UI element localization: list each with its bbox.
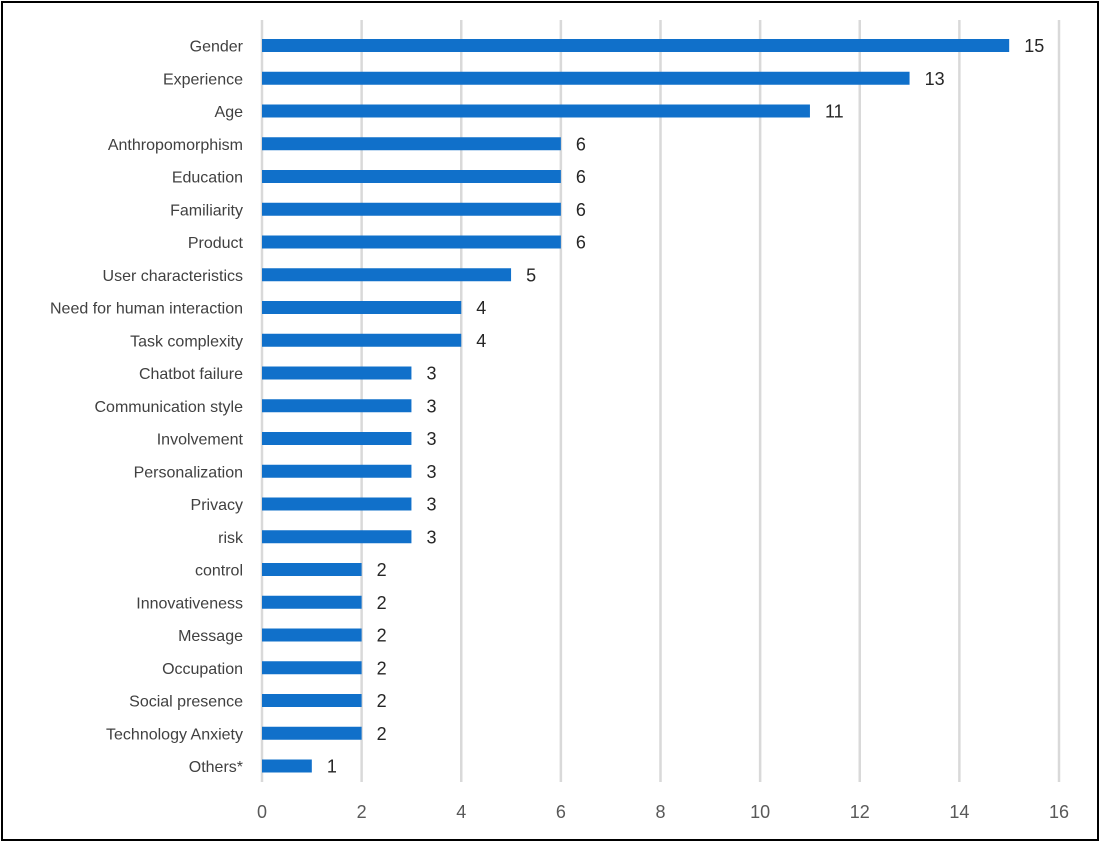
data-label: 2 — [377, 626, 387, 646]
bar — [262, 268, 512, 282]
category-label: Familiarity — [170, 202, 243, 219]
bar — [262, 759, 312, 773]
category-label: Others* — [189, 759, 243, 776]
bar — [262, 595, 362, 609]
category-label: Experience — [163, 71, 243, 88]
data-label: 2 — [377, 658, 387, 678]
x-tick-label: 4 — [456, 802, 466, 822]
bar — [262, 104, 810, 118]
category-label: Occupation — [162, 661, 243, 678]
category-label: Personalization — [134, 464, 243, 481]
bar — [262, 628, 362, 642]
bar — [262, 497, 412, 511]
data-label: 1 — [327, 757, 337, 777]
bar — [262, 432, 412, 445]
bar — [262, 661, 362, 675]
data-label: 3 — [426, 495, 436, 515]
bar — [262, 39, 1010, 52]
category-label: Task complexity — [130, 333, 243, 350]
category-label: Social presence — [129, 694, 243, 711]
data-label: 2 — [377, 724, 387, 744]
data-label: 6 — [576, 167, 586, 187]
category-label: Communication style — [95, 399, 244, 416]
x-tick-label: 2 — [357, 802, 367, 822]
category-label: Gender — [190, 39, 244, 56]
data-label: 15 — [1024, 36, 1044, 56]
bar — [262, 235, 561, 249]
category-label: Technology Anxiety — [106, 726, 243, 743]
x-tick-label: 16 — [1049, 802, 1069, 822]
x-tick-label: 10 — [750, 802, 770, 822]
category-label: User characteristics — [103, 268, 243, 285]
category-label: Age — [215, 104, 244, 121]
bar — [262, 333, 462, 347]
category-label: Innovativeness — [136, 595, 243, 612]
x-tick-label: 14 — [949, 802, 969, 822]
data-label: 4 — [476, 298, 486, 318]
bar — [262, 399, 412, 413]
data-label: 13 — [925, 69, 945, 89]
x-axis-ticks: 0 2 4 6 8 10 12 14 16 — [257, 802, 1069, 822]
bar — [262, 464, 412, 478]
data-label: 3 — [426, 527, 436, 547]
data-label: 6 — [576, 200, 586, 220]
data-label: 3 — [426, 396, 436, 416]
bars — [262, 39, 1010, 773]
data-label: 11 — [825, 102, 844, 122]
category-label: Involvement — [157, 432, 244, 449]
category-label: Privacy — [191, 497, 243, 514]
bar — [262, 530, 412, 544]
category-label: Chatbot failure — [139, 366, 243, 383]
x-tick-label: 12 — [850, 802, 870, 822]
data-label: 2 — [377, 691, 387, 711]
category-label: Message — [178, 628, 243, 645]
data-label: 4 — [476, 331, 486, 351]
category-labels: Gender Experience Age Anthropomorphism Educa… — [50, 39, 244, 777]
bar — [262, 202, 561, 216]
data-label: 2 — [377, 593, 387, 613]
category-label: Product — [188, 235, 244, 252]
category-label: Education — [172, 170, 243, 187]
x-tick-label: 8 — [655, 802, 665, 822]
category-label: Anthropomorphism — [108, 137, 243, 154]
category-label: risk — [218, 530, 244, 547]
bar — [262, 170, 561, 183]
data-label: 3 — [426, 429, 436, 449]
data-label: 5 — [526, 265, 536, 285]
bar — [262, 563, 362, 576]
data-label: 3 — [426, 462, 436, 482]
bar — [262, 366, 412, 380]
bar — [262, 137, 561, 151]
data-label: 2 — [377, 560, 387, 580]
data-label: 3 — [426, 364, 436, 384]
bar — [262, 694, 362, 707]
data-label: 6 — [576, 233, 586, 253]
x-tick-label: 6 — [556, 802, 566, 822]
category-label: Need for human interaction — [50, 301, 243, 318]
data-labels: 15 13 11 6 6 6 6 5 4 4 3 3 3 3 3 3 2 2 2 2 2 2 1 — [327, 36, 1044, 777]
x-tick-label: 0 — [257, 802, 267, 822]
bar — [262, 726, 362, 740]
category-label: control — [195, 563, 243, 580]
bar — [262, 71, 910, 85]
bar — [262, 301, 462, 314]
data-label: 6 — [576, 134, 586, 154]
